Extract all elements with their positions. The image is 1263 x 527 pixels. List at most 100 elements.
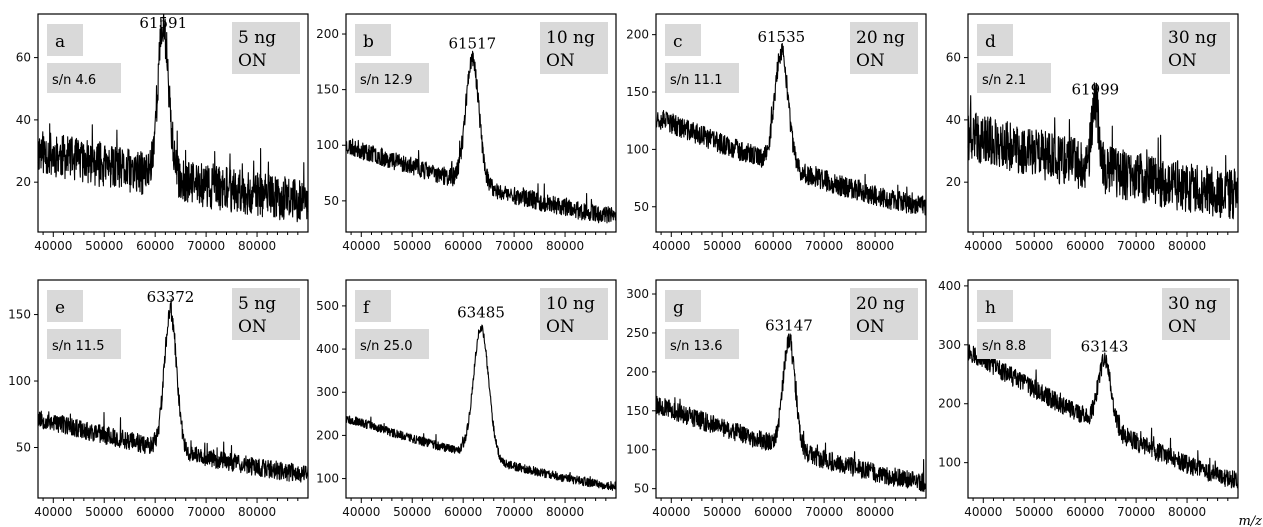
amount-label: 5 ng bbox=[238, 294, 276, 314]
x-tick-label: 70000 bbox=[1117, 239, 1155, 253]
y-tick-label: 20 bbox=[946, 175, 961, 189]
y-tick-label: 500 bbox=[316, 299, 339, 313]
y-tick-label: 300 bbox=[626, 287, 649, 301]
panel-letter: e bbox=[55, 298, 65, 318]
y-tick-label: 150 bbox=[316, 83, 339, 97]
y-tick-label: 100 bbox=[316, 138, 339, 152]
y-tick-label: 300 bbox=[938, 338, 961, 352]
x-tick-label: 70000 bbox=[1117, 505, 1155, 519]
amount-label: 10 ng bbox=[546, 28, 595, 48]
spectrum-trace-g bbox=[655, 333, 927, 493]
mode-label: ON bbox=[238, 51, 267, 71]
spectrum-trace-h bbox=[967, 344, 1239, 489]
y-tick-label: 100 bbox=[8, 374, 31, 388]
x-tick-label: 70000 bbox=[495, 505, 533, 519]
spectrum-panel-b: 50 100 150 200 40000 50000 60000 70000 80000 b s/n… bbox=[316, 13, 617, 253]
panels-layer: 20 40 60 40000 50000 60000 70000 80000 a s/n 4.6 5… bbox=[8, 13, 1239, 519]
spectrum-trace-f bbox=[345, 324, 617, 491]
x-tick-label: 70000 bbox=[805, 505, 843, 519]
x-tick-label: 80000 bbox=[1168, 505, 1206, 519]
mode-label: ON bbox=[238, 317, 267, 337]
y-tick-label: 50 bbox=[634, 200, 649, 214]
y-tick-label: 300 bbox=[316, 385, 339, 399]
x-tick-label: 80000 bbox=[546, 239, 584, 253]
y-tick-label: 150 bbox=[8, 308, 31, 322]
peak-mass-label: 61999 bbox=[1071, 80, 1119, 98]
amount-box bbox=[232, 22, 300, 74]
sn-label: s/n 25.0 bbox=[360, 339, 412, 354]
sn-label: s/n 2.1 bbox=[982, 73, 1026, 88]
spectrum-trace-a bbox=[37, 13, 309, 223]
panel-letter: b bbox=[363, 32, 374, 52]
y-tick-label: 60 bbox=[16, 51, 31, 65]
spectrum-panel-e: 50 100 150 40000 50000 60000 70000 80000 e s/n 11… bbox=[8, 279, 309, 519]
amount-box bbox=[232, 288, 300, 340]
peak-mass-label: 63143 bbox=[1081, 337, 1129, 355]
mode-label: ON bbox=[1168, 51, 1197, 71]
x-tick-label: 60000 bbox=[136, 505, 174, 519]
x-tick-label: 70000 bbox=[495, 239, 533, 253]
y-tick-label: 100 bbox=[626, 443, 649, 457]
spectrum-panel-c: 50 100 150 200 40000 50000 60000 70000 80000 c s/n… bbox=[626, 13, 927, 253]
x-tick-label: 50000 bbox=[393, 505, 431, 519]
panel-letter-box bbox=[355, 290, 391, 322]
x-tick-label: 50000 bbox=[85, 505, 123, 519]
spectrum-panel-g: 50 100 150 200 250 300 40000 50000 60000 70000 800… bbox=[626, 279, 927, 519]
x-tick-label: 50000 bbox=[703, 239, 741, 253]
y-tick-label: 200 bbox=[626, 28, 649, 42]
y-tick-label: 200 bbox=[316, 27, 339, 41]
x-tick-label: 40000 bbox=[342, 239, 380, 253]
y-tick-label: 40 bbox=[16, 113, 31, 127]
panel-letter: d bbox=[985, 32, 996, 52]
panel-letter: h bbox=[985, 298, 996, 318]
y-tick-label: 100 bbox=[316, 472, 339, 486]
amount-box bbox=[1162, 22, 1230, 74]
mode-label: ON bbox=[546, 51, 575, 71]
x-tick-label: 40000 bbox=[34, 239, 72, 253]
amount-label: 20 ng bbox=[856, 294, 905, 314]
y-tick-label: 50 bbox=[16, 440, 31, 454]
y-tick-label: 50 bbox=[634, 482, 649, 496]
mode-label: ON bbox=[856, 317, 885, 337]
sn-box bbox=[355, 63, 429, 93]
y-tick-label: 40 bbox=[946, 113, 961, 127]
x-tick-label: 60000 bbox=[444, 505, 482, 519]
sn-box bbox=[47, 329, 121, 359]
y-tick-label: 150 bbox=[626, 85, 649, 99]
y-tick-label: 20 bbox=[16, 175, 31, 189]
peak-mass-label: 61535 bbox=[757, 28, 805, 46]
peak-mass-label: 61591 bbox=[139, 14, 187, 32]
peak-mass-label: 63485 bbox=[457, 303, 505, 321]
y-tick-label: 250 bbox=[626, 326, 649, 340]
spectrum-trace-d bbox=[967, 82, 1239, 220]
x-tick-label: 50000 bbox=[1015, 505, 1053, 519]
spectrum-trace-b bbox=[345, 50, 617, 224]
sn-box bbox=[355, 329, 429, 359]
x-tick-label: 50000 bbox=[703, 505, 741, 519]
x-tick-label: 50000 bbox=[85, 239, 123, 253]
y-tick-label: 60 bbox=[946, 51, 961, 65]
y-tick-label: 200 bbox=[938, 397, 961, 411]
panel-letter: a bbox=[55, 32, 65, 52]
sn-box bbox=[47, 63, 121, 93]
y-tick-label: 150 bbox=[626, 404, 649, 418]
x-tick-label: 50000 bbox=[1015, 239, 1053, 253]
peak-mass-label: 63147 bbox=[765, 317, 813, 335]
x-tick-label: 60000 bbox=[1066, 239, 1104, 253]
panel-letter-box bbox=[977, 24, 1013, 56]
x-tick-label: 50000 bbox=[393, 239, 431, 253]
x-tick-label: 80000 bbox=[856, 505, 894, 519]
sn-label: s/n 11.5 bbox=[52, 339, 104, 354]
x-tick-label: 40000 bbox=[34, 505, 72, 519]
sn-label: s/n 4.6 bbox=[52, 73, 96, 88]
amount-label: 30 ng bbox=[1168, 294, 1217, 314]
panel-letter-box bbox=[47, 24, 83, 56]
amount-label: 30 ng bbox=[1168, 28, 1217, 48]
panel-letter-box bbox=[355, 24, 391, 56]
x-tick-label: 70000 bbox=[805, 239, 843, 253]
spectrum-trace-e bbox=[37, 298, 309, 483]
x-tick-label: 40000 bbox=[652, 505, 690, 519]
panel-letter: f bbox=[363, 298, 371, 318]
y-tick-label: 400 bbox=[316, 342, 339, 356]
x-axis-unit-label: m/z bbox=[1238, 514, 1262, 527]
